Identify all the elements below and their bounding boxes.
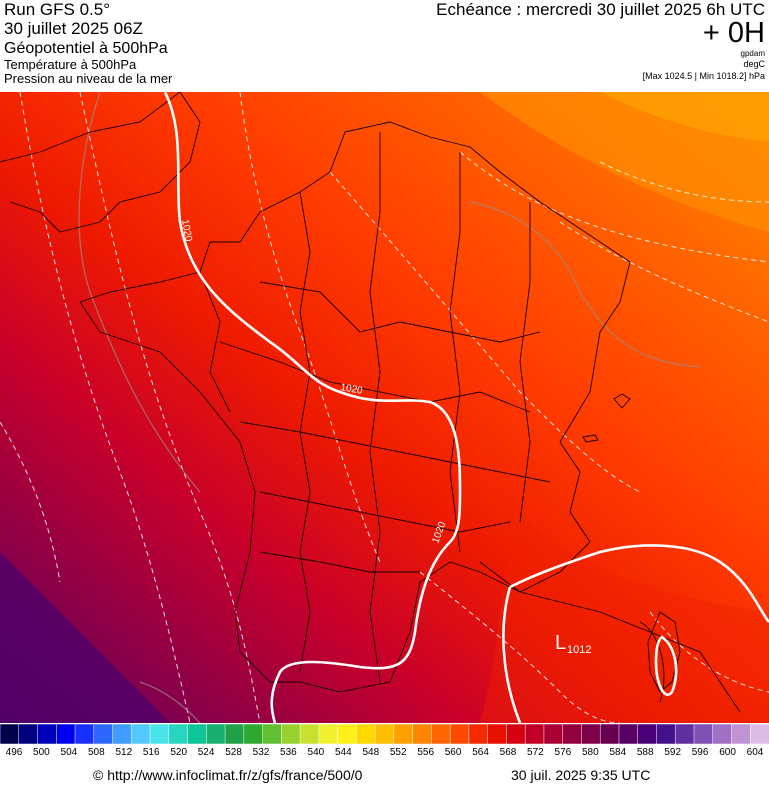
color-scale-label: 604: [746, 747, 764, 758]
color-scale-cell: [618, 724, 639, 744]
color-scale-cell: [337, 724, 358, 744]
color-scale-label: 520: [170, 747, 188, 758]
unit-gpdam: gpdam: [740, 49, 765, 58]
color-scale-label: 584: [609, 747, 627, 758]
color-scale-label: 568: [499, 747, 517, 758]
color-scale-label: 548: [362, 747, 380, 758]
color-scale-cell: [656, 724, 676, 744]
color-scale-cell: [56, 724, 76, 744]
color-scale-cell: [374, 724, 395, 744]
color-scale-label: 544: [334, 747, 352, 758]
footer-time: 30 juil. 2025 9:35 UTC: [511, 767, 651, 783]
color-scale-label: 600: [719, 747, 736, 758]
color-scale-cell: [93, 724, 114, 744]
color-scale-label: 500: [33, 747, 50, 758]
color-scale-label: 580: [581, 747, 599, 758]
color-scale-label: 508: [87, 747, 105, 758]
color-scale-labels: 496 500 504 508 512 516 520 524 528 532 536 540 544 5…: [0, 747, 769, 761]
color-scale-cell: [712, 724, 733, 744]
color-scale-cell: [74, 724, 95, 744]
footer-url[interactable]: © http://www.infoclimat.fr/z/gfs/france/…: [93, 767, 363, 783]
color-scale-cell: [468, 724, 489, 744]
color-scale-label: 532: [252, 747, 270, 758]
lead-time: + 0H: [702, 17, 765, 49]
color-scale-cell: [731, 724, 751, 744]
color-scale-label: 512: [115, 747, 133, 758]
color-scale-cell: [112, 724, 133, 744]
weather-map[interactable]: 1020 1020 1020 L 1012: [0, 92, 769, 723]
color-scale-cell: [637, 724, 658, 744]
color-scale-label: 496: [5, 747, 23, 758]
color-scale-label: 592: [664, 747, 682, 758]
color-scale-cell: [674, 724, 695, 744]
color-scale-cell: [318, 724, 339, 744]
color-scale-cell: [449, 724, 470, 744]
color-scale-cell: [487, 724, 508, 744]
color-scale-label: 516: [142, 747, 160, 758]
color-scale-cell: [506, 724, 526, 744]
temperature-contours: [0, 92, 769, 723]
color-scale-label: 540: [307, 747, 325, 758]
color-scale-cell: [562, 724, 583, 744]
low-marker: L: [555, 632, 566, 654]
color-scale-cell: [262, 724, 283, 744]
low-value: 1012: [567, 644, 591, 656]
header-left: Run GFS 0.5° 30 juillet 2025 06Z Géopote…: [4, 0, 384, 86]
header-right: Echéance : mercredi 30 juillet 2025 6h U…: [345, 0, 765, 82]
color-scale-cell: [749, 724, 769, 744]
color-scale: [0, 724, 769, 744]
run-title: Run GFS 0.5°: [4, 0, 111, 19]
color-scale-label: 576: [554, 747, 572, 758]
field-geopotential: Géopotentiel à 500hPa: [4, 40, 168, 57]
minmax: [Max 1024.5 | Min 1018.2] hPa: [642, 71, 765, 81]
color-scale-cell: [281, 724, 301, 744]
unit-degc: degC: [743, 59, 765, 69]
color-scale-cell: [131, 724, 151, 744]
color-scale-label: 588: [636, 747, 654, 758]
echeance: Echéance : mercredi 30 juillet 2025 6h U…: [436, 0, 765, 19]
warm-band-3: [480, 512, 769, 723]
field-temperature: Température à 500hPa: [4, 57, 137, 72]
color-scale-cell: [37, 724, 58, 744]
color-scale-cell: [206, 724, 226, 744]
color-scale-cell: [18, 724, 39, 744]
isobar-label-center: 1020: [339, 382, 363, 397]
color-scale-cell: [299, 724, 320, 744]
color-scale-label: 528: [225, 747, 242, 758]
color-scale-cell: [543, 724, 564, 744]
color-scale-cell: [524, 724, 545, 744]
color-scale-label: 560: [444, 747, 462, 758]
run-date: 30 juillet 2025 06Z: [4, 19, 143, 38]
color-scale-label: 572: [527, 747, 544, 758]
color-scale-label: 536: [280, 747, 297, 758]
color-scale-cell: [356, 724, 376, 744]
color-scale-cell: [224, 724, 245, 744]
color-scale-cell: [412, 724, 433, 744]
color-scale-cell: [431, 724, 451, 744]
color-scale-label: 564: [472, 747, 489, 758]
color-scale-label: 556: [417, 747, 435, 758]
warm-band-2: [600, 92, 769, 142]
isobar-label-north: 1020: [179, 219, 194, 243]
color-scale-label: 504: [60, 747, 78, 758]
color-scale-cell: [599, 724, 620, 744]
color-scale-cell: [0, 724, 20, 744]
color-scale-cell: [243, 724, 264, 744]
color-scale-cell: [393, 724, 414, 744]
cold-band: [0, 552, 170, 723]
color-scale-cell: [693, 724, 714, 744]
color-scale-cell: [581, 724, 601, 744]
graticule: [78, 92, 701, 723]
temperature-field: [0, 92, 769, 723]
field-pressure: Pression au niveau de la mer: [4, 71, 173, 86]
color-scale-label: 596: [691, 747, 709, 758]
color-scale-cell: [149, 724, 170, 744]
color-scale-label: 552: [389, 747, 407, 758]
color-scale-cell: [187, 724, 208, 744]
color-scale-cell: [168, 724, 189, 744]
isobars: [163, 92, 769, 723]
color-scale-label: 524: [197, 747, 215, 758]
